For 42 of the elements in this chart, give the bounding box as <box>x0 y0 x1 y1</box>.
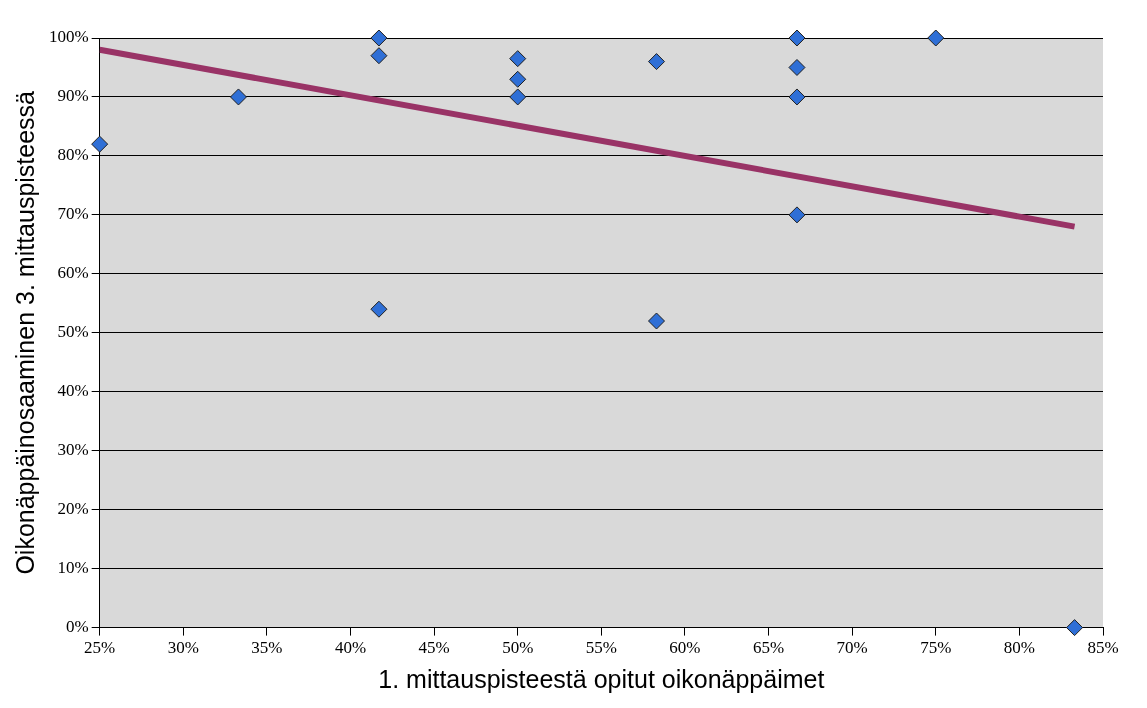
y-tick-label: 30% <box>57 440 89 460</box>
x-tick-label: 55% <box>585 638 617 658</box>
point <box>91 135 109 153</box>
x-tick-label: 65% <box>752 638 785 658</box>
point <box>788 88 806 106</box>
x-tick-label: 70% <box>836 638 868 658</box>
x-tick-label: 30% <box>167 638 199 658</box>
x-tick-label: 45% <box>418 638 450 658</box>
y-tick-label: 40% <box>57 381 89 401</box>
point <box>370 300 388 318</box>
y-tick-label: 20% <box>57 499 89 519</box>
x-tick-label: 40% <box>334 638 367 658</box>
point <box>788 29 806 47</box>
x-tick-label: 35% <box>251 638 283 658</box>
x-tick-label: 85% <box>1087 638 1119 658</box>
point <box>648 53 666 71</box>
point <box>370 47 388 65</box>
point <box>509 88 527 106</box>
x-tick-label: 50% <box>502 638 534 658</box>
point <box>1066 619 1084 637</box>
point <box>370 29 388 47</box>
y-tick-label: 100% <box>48 27 89 47</box>
point <box>788 206 806 224</box>
x-tick-label: 80% <box>1003 638 1035 658</box>
x-tick-label: 75% <box>920 638 952 658</box>
point <box>229 88 247 106</box>
y-axis-title: Oikonäppäinosaaminen 3. mittauspisteessä <box>10 90 39 575</box>
y-tick-label: 70% <box>57 204 89 224</box>
y-tick-label: 90% <box>57 86 89 106</box>
y-tick-label: 0% <box>65 617 89 637</box>
point <box>509 50 527 68</box>
y-tick-label: 60% <box>57 263 89 283</box>
x-tick-label: 25% <box>84 638 116 658</box>
x-tick-label: 60% <box>669 638 701 658</box>
point <box>927 29 945 47</box>
point <box>648 312 666 330</box>
point <box>788 58 806 76</box>
y-tick-label: 50% <box>57 322 89 342</box>
x-axis-title: 1. mittauspisteestä opitut oikonäppäimet <box>378 664 825 693</box>
point <box>509 70 527 88</box>
y-tick-label: 80% <box>57 145 89 165</box>
y-tick-label: 10% <box>57 558 89 578</box>
